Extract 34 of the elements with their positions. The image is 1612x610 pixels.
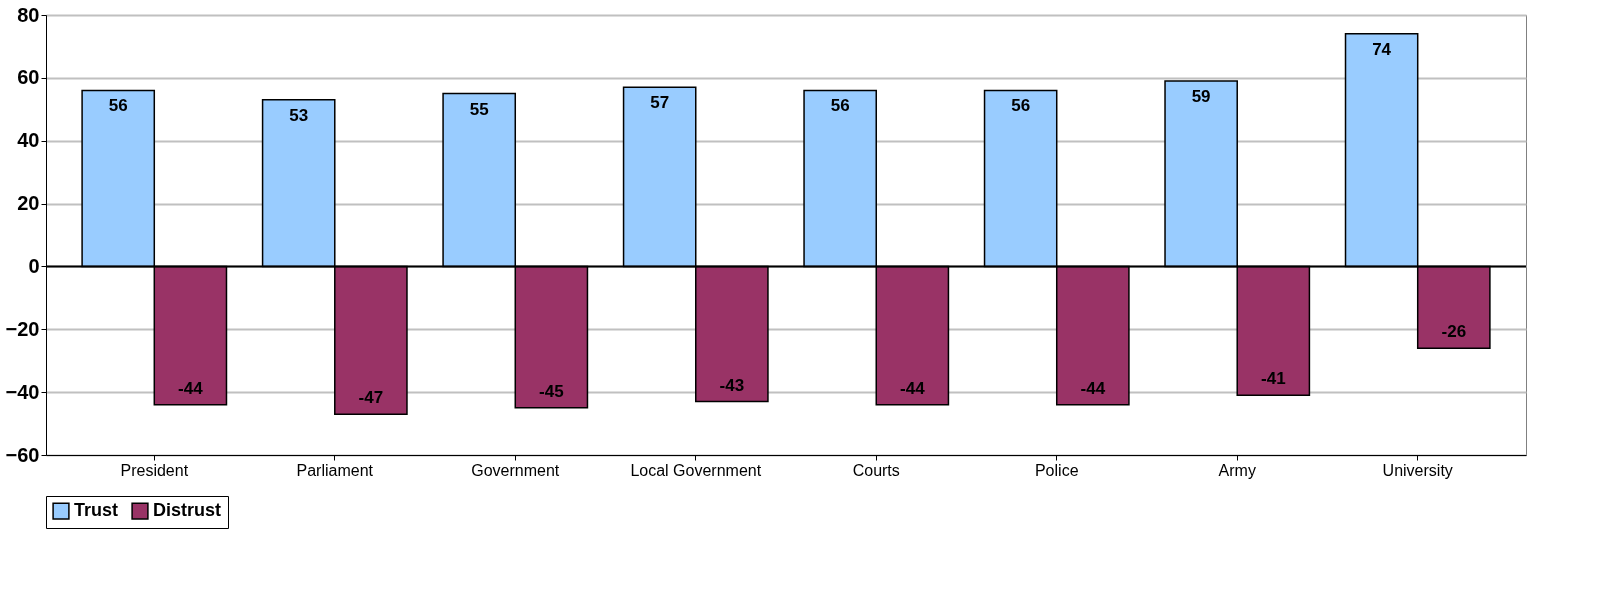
- y-tick-label: −40: [5, 380, 40, 403]
- data-label: 55: [469, 99, 489, 119]
- data-label: -44: [900, 378, 926, 398]
- data-label: -43: [719, 375, 745, 395]
- legend-label: Distrust: [153, 500, 222, 521]
- data-label: 56: [830, 96, 850, 116]
- x-tick-label: Parliament: [296, 461, 374, 479]
- data-label: 59: [1191, 87, 1211, 106]
- data-label: 57: [650, 93, 670, 113]
- data-label: -44: [178, 378, 204, 398]
- x-tick-label: Courts: [852, 461, 900, 479]
- x-tick-label: Local Government: [630, 461, 762, 479]
- y-tick-label: −60: [5, 443, 40, 466]
- x-tick-label: Police: [1034, 461, 1079, 479]
- data-label: -41: [1261, 369, 1286, 389]
- data-label: 56: [1011, 96, 1031, 116]
- x-tick-label: President: [120, 461, 189, 479]
- y-tick-label: 0: [28, 254, 40, 277]
- y-tick-label: 60: [17, 66, 40, 89]
- data-label: -47: [358, 388, 384, 408]
- x-tick-label: Government: [471, 461, 560, 479]
- y-tick-label: −20: [5, 317, 40, 340]
- data-label: 56: [108, 96, 128, 116]
- data-label: 74: [1372, 39, 1392, 59]
- y-tick-label: 80: [17, 3, 40, 26]
- data-label: -26: [1441, 322, 1467, 342]
- y-tick-label: 20: [17, 192, 40, 215]
- x-tick-label: Army: [1218, 461, 1256, 479]
- legend-label: Trust: [74, 500, 119, 521]
- data-label: 53: [289, 105, 309, 125]
- x-tick-label: University: [1382, 461, 1453, 479]
- data-label: -44: [1080, 378, 1106, 398]
- y-tick-label: 40: [17, 129, 40, 152]
- data-label: -45: [539, 381, 564, 401]
